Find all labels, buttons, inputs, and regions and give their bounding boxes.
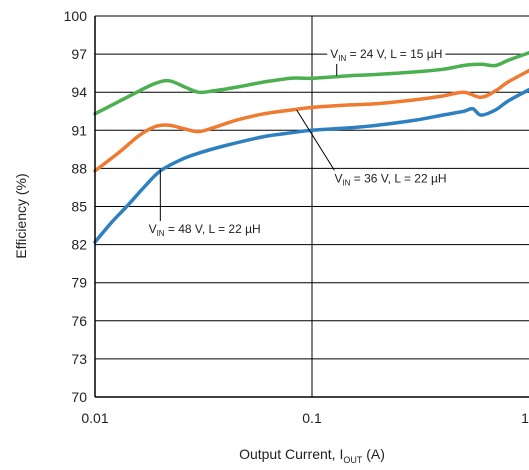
series-line-vin-24v: [93, 51, 529, 116]
y-tick-label: 73: [71, 351, 87, 367]
y-tick-label: 70: [71, 389, 87, 405]
y-tick-label: 85: [71, 199, 87, 215]
y-axis-title: Efficiency (%): [13, 173, 29, 258]
x-tick-label: 0.01: [81, 410, 108, 426]
y-tick-label: 76: [71, 313, 87, 329]
y-tick-label: 97: [71, 46, 87, 62]
annotation-background: [327, 45, 446, 64]
series-line-vin-48v: [93, 87, 529, 244]
y-tick-label: 91: [71, 122, 87, 138]
series-annotation-vin-48v: VIN = 48 V, L = 22 µH: [145, 169, 264, 240]
series-layer: [93, 51, 529, 244]
annotation-background: [145, 221, 264, 240]
series-annotation-vin-36v: VIN = 36 V, L = 22 µH: [296, 109, 450, 189]
y-tick-label: 94: [71, 84, 87, 100]
y-tick-label: 79: [71, 275, 87, 291]
x-tick-label: 0.1: [302, 410, 322, 426]
y-tick-label: 88: [71, 160, 87, 176]
x-axis-title: Output Current, IOUT (A): [239, 446, 385, 465]
y-tick-label: 100: [64, 8, 88, 24]
x-tick-label: 1: [521, 410, 529, 426]
annotation-leader-line: [296, 109, 335, 171]
annotation-label: VIN = 48 V, L = 22 µH: [149, 222, 261, 238]
series-annotation-vin-24v: VIN = 24 V, L = 15 µH: [327, 45, 446, 76]
frame-layer: [94, 15, 529, 398]
annotation-label: VIN = 36 V, L = 22 µH: [334, 171, 446, 187]
annotation-layer: VIN = 24 V, L = 15 µH VIN = 36 V, L = 22 …: [145, 45, 450, 240]
ticks-layer: 70 73 76 79 82 85 88 91 94 97 100 0.01 0.1 1: [64, 8, 529, 426]
series-line-vin-36v: [93, 68, 529, 173]
y-tick-label: 82: [71, 237, 87, 253]
annotation-label: VIN = 24 V, L = 15 µH: [330, 47, 442, 63]
annotation-background: [331, 170, 450, 189]
